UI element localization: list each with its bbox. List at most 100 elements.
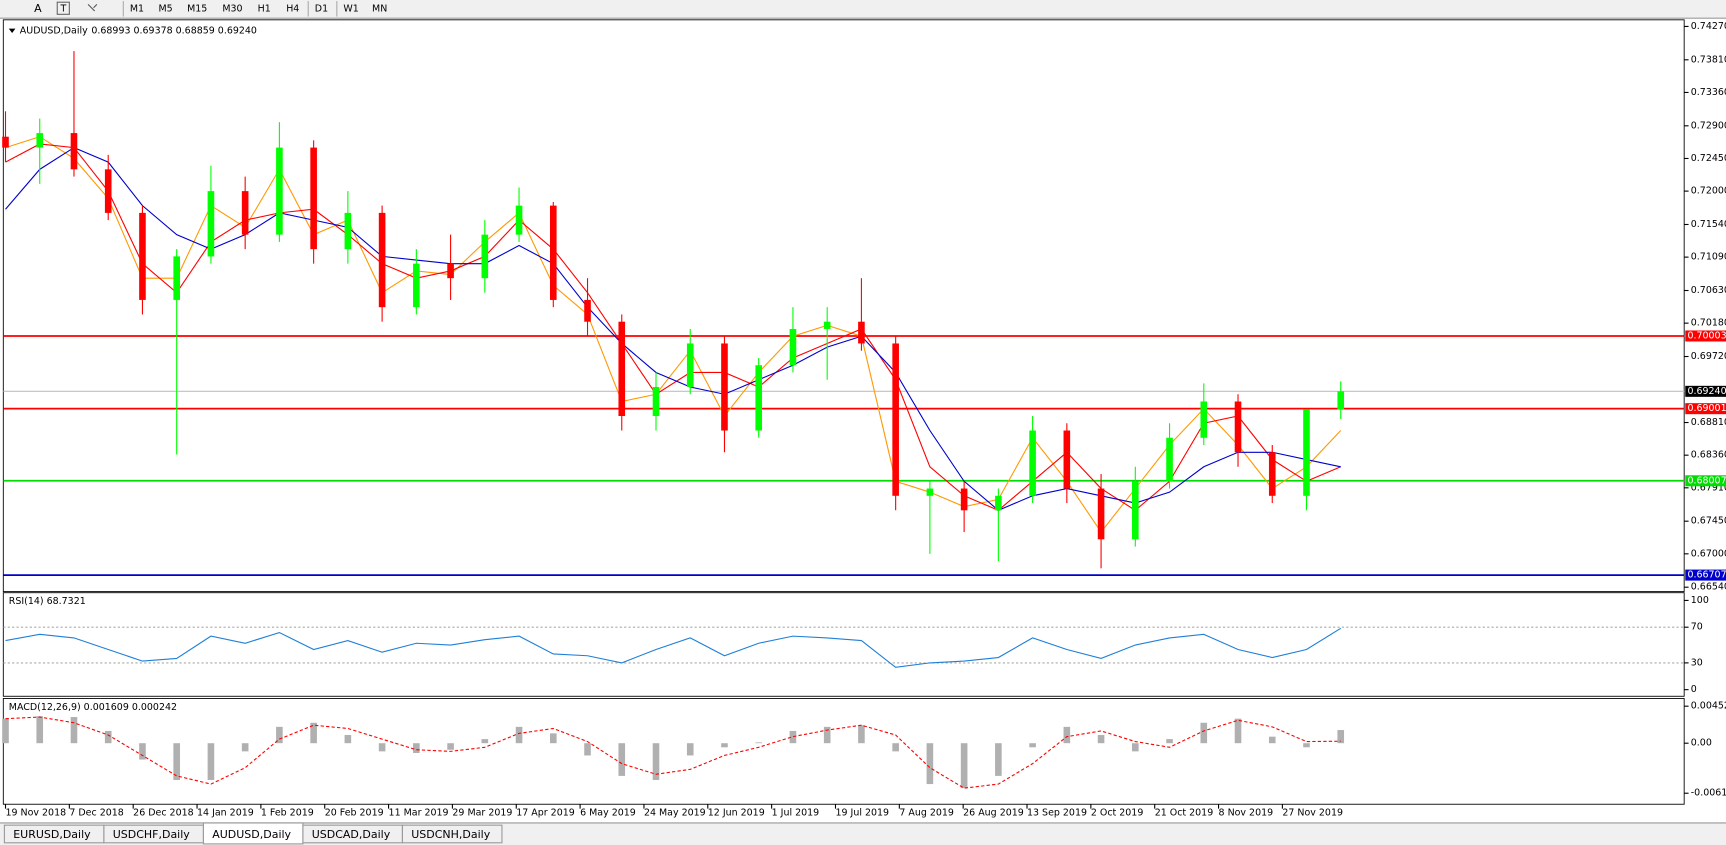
x-tick-label: 7 Aug 2019 — [899, 808, 954, 819]
tool-arrows[interactable] — [87, 4, 98, 12]
tool-text[interactable]: A — [34, 2, 42, 15]
y-tick-label: -0.00612 — [1691, 788, 1726, 799]
tab-label[interactable]: AUDUSD,Daily — [212, 828, 291, 841]
macd-bar — [1268, 736, 1276, 744]
macd-bar — [892, 743, 899, 752]
tab-label[interactable]: EURUSD,Daily — [13, 828, 91, 841]
timeframe-button[interactable]: W1 — [343, 3, 358, 14]
candle-body — [1268, 452, 1276, 496]
candle-body — [1234, 401, 1242, 453]
candle-body — [721, 343, 728, 431]
candle-body — [104, 169, 112, 213]
timeframe-button[interactable]: M1 — [130, 3, 144, 14]
candle-body — [755, 365, 763, 431]
tab[interactable] — [401, 824, 503, 844]
macd-bar — [1097, 735, 1105, 744]
candle-body — [173, 256, 180, 300]
macd-bar — [70, 717, 78, 744]
candle-body — [584, 299, 591, 322]
tab-label[interactable]: USDCAD,Daily — [312, 828, 391, 841]
macd-bar — [1337, 730, 1345, 744]
candle-body — [515, 205, 523, 235]
x-tick-label: 21 Oct 2019 — [1155, 808, 1214, 819]
macd-bar — [378, 743, 386, 752]
x-tick-label: 24 May 2019 — [644, 808, 706, 819]
x-tick-label: 8 Nov 2019 — [1219, 808, 1274, 819]
candle-body — [276, 147, 283, 235]
candle-body — [378, 212, 386, 308]
candle-body — [241, 191, 249, 235]
macd-bar — [686, 743, 694, 756]
tab-label[interactable]: USDCHF,Daily — [113, 828, 191, 841]
macd-bar — [1234, 718, 1242, 744]
candle-body — [36, 133, 44, 148]
candle-body — [447, 263, 454, 279]
collapse-triangle — [8, 28, 16, 34]
timeframe-button[interactable]: M15 — [187, 3, 207, 14]
candle-body — [892, 343, 899, 496]
candle-body — [789, 328, 797, 366]
macd-bar — [584, 743, 591, 756]
candle-body — [310, 147, 317, 250]
x-tick-label: 29 Mar 2019 — [452, 808, 512, 819]
macd-bar — [173, 743, 180, 780]
panel-frame — [2, 19, 1685, 593]
macd-bar — [413, 743, 420, 754]
panel-frame — [2, 592, 1685, 697]
x-tick-label: 17 Apr 2019 — [516, 808, 575, 819]
x-tick-label: 26 Aug 2019 — [963, 808, 1024, 819]
candle-body — [995, 495, 1002, 511]
timeframe-button[interactable]: H4 — [286, 3, 299, 14]
price-level-tag — [1685, 403, 1726, 415]
timeframe-button[interactable]: M5 — [159, 3, 173, 14]
candle-body — [858, 321, 865, 344]
y-tick-label: 0.004528 — [1691, 701, 1726, 712]
toolbar — [0, 0, 1726, 18]
timeframe-button[interactable]: D1 — [315, 3, 328, 14]
macd-bar — [139, 743, 146, 760]
tab-label[interactable]: USDCNH,Daily — [411, 828, 490, 841]
macd-bar — [823, 726, 831, 744]
candle-body — [207, 191, 215, 257]
timeframe-button[interactable]: H1 — [258, 3, 271, 14]
timeframe-button[interactable]: MN — [372, 3, 387, 14]
macd-bar — [207, 743, 215, 780]
macd-bar — [721, 743, 728, 748]
x-tick-label: 26 Dec 2018 — [133, 808, 193, 819]
candle-body — [1337, 391, 1345, 410]
x-tick-label: 12 Jun 2019 — [708, 808, 765, 819]
candle-body — [344, 212, 352, 250]
x-tick-label: 14 Jan 2019 — [197, 808, 254, 819]
candle-body — [1200, 401, 1208, 438]
price-level-tag — [1685, 385, 1726, 397]
timeframe-button[interactable]: M30 — [222, 3, 242, 14]
candle-body — [1097, 488, 1105, 540]
candle-body — [1303, 409, 1310, 496]
candle-body — [139, 212, 146, 300]
macd-bar — [104, 730, 112, 744]
macd-bar — [1063, 726, 1071, 744]
moving-average — [5, 146, 1341, 511]
tool-label[interactable] — [56, 1, 70, 15]
macd-bar — [310, 722, 317, 744]
price-level-label: 0.70003 — [1687, 330, 1726, 341]
x-tick-label: 27 Nov 2019 — [1282, 808, 1343, 819]
price-level-label: 0.68007 — [1687, 475, 1726, 486]
price-level-label: 0.69001 — [1687, 403, 1726, 414]
chart-title: AUDUSD,Daily — [20, 25, 88, 36]
candle-body — [549, 205, 557, 300]
macd-bar — [549, 733, 557, 744]
